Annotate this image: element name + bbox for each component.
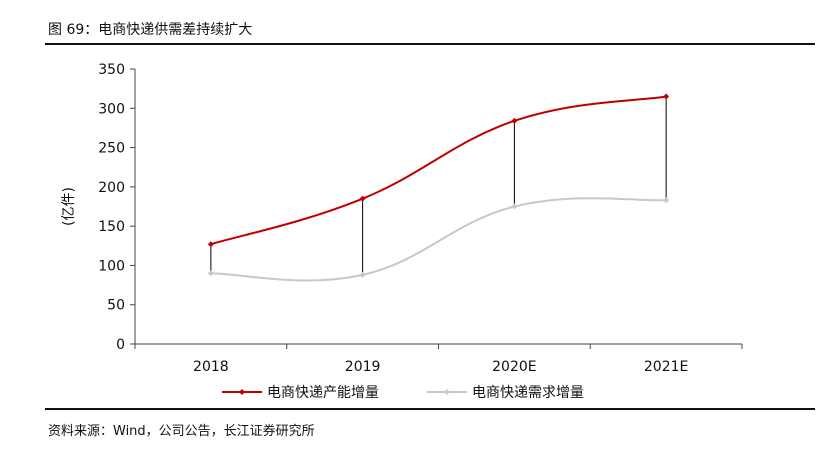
- title-rule: [45, 43, 815, 45]
- data-point-supply: [359, 195, 366, 202]
- y-tick-label: 50: [107, 298, 125, 314]
- y-tick-label: 250: [98, 141, 125, 157]
- x-tick-label: 2018: [193, 359, 229, 375]
- source-rule: [45, 408, 815, 410]
- y-axis-title: (亿件): [61, 187, 77, 226]
- y-tick-label: 200: [98, 180, 125, 196]
- legend-marker-supply: [239, 389, 245, 395]
- legend-label-supply: 电商快递产能增量: [267, 385, 379, 401]
- y-tick-label: 150: [98, 219, 125, 235]
- y-tick-label: 350: [98, 62, 125, 78]
- x-tick-label: 2021E: [644, 359, 688, 375]
- x-tick-label: 2019: [345, 359, 381, 375]
- series-line-demand: [210, 197, 667, 282]
- data-point-demand: [511, 203, 518, 210]
- y-tick-label: 300: [98, 101, 125, 117]
- data-point-supply: [663, 93, 670, 100]
- data-point-supply: [511, 117, 518, 124]
- legend-marker-demand: [444, 389, 450, 395]
- y-tick-label: 100: [98, 258, 125, 274]
- figure-title: 图 69：电商快递供需差持续扩大: [48, 22, 253, 38]
- y-tick-label: 0: [116, 337, 125, 353]
- x-tick-label: 2020E: [492, 359, 536, 375]
- legend-label-demand: 电商快递需求增量: [472, 385, 584, 401]
- series-line-supply: [210, 95, 667, 246]
- data-point-demand: [207, 270, 214, 277]
- data-point-demand: [663, 197, 670, 204]
- data-point-supply: [207, 241, 214, 248]
- source-note: 资料来源：Wind，公司公告，长江证券研究所: [48, 424, 315, 439]
- data-point-demand: [359, 271, 366, 278]
